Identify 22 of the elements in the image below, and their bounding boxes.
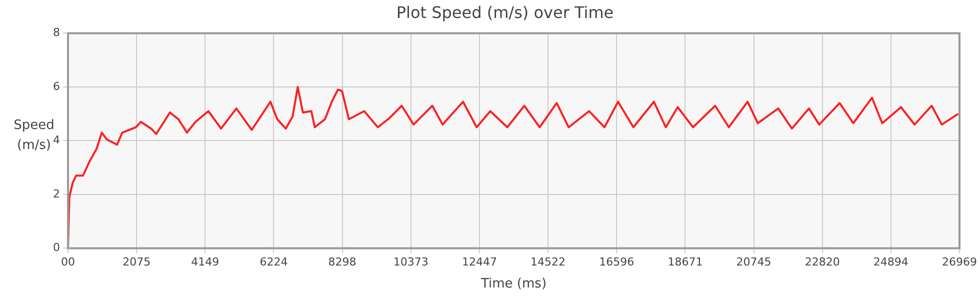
y-tick-label: 2 [53, 187, 60, 200]
x-tick-label: 26969 [942, 256, 978, 269]
y-tick-label: 0 [53, 241, 60, 254]
x-tick-label: 20745 [736, 256, 772, 269]
x-tick-label: 2075 [122, 256, 151, 269]
y-axis-title: Speed (m/s) [14, 118, 54, 153]
x-tick-label: 8298 [328, 256, 356, 269]
y-tick-label: 8 [53, 26, 60, 40]
x-axis-title: Time (ms) [480, 276, 547, 292]
chart-title: Plot Speed (m/s) over Time [396, 2, 614, 22]
x-tick-label: 6224 [260, 256, 288, 269]
y-tick-label: 4 [53, 134, 60, 147]
x-tick-label: 16596 [599, 256, 634, 269]
y-tick-label: 6 [53, 80, 60, 93]
x-tick-label: 10373 [393, 256, 428, 269]
x-tick-label: 4149 [191, 256, 220, 269]
x-tick-label: 24894 [873, 256, 908, 269]
x-tick-label: 22820 [804, 256, 840, 269]
x-tick-label: 12447 [462, 256, 497, 269]
x-tick-label: 14522 [530, 256, 566, 269]
x-tick-label: 18671 [668, 256, 703, 269]
x-tick-label: 00 [61, 256, 75, 269]
